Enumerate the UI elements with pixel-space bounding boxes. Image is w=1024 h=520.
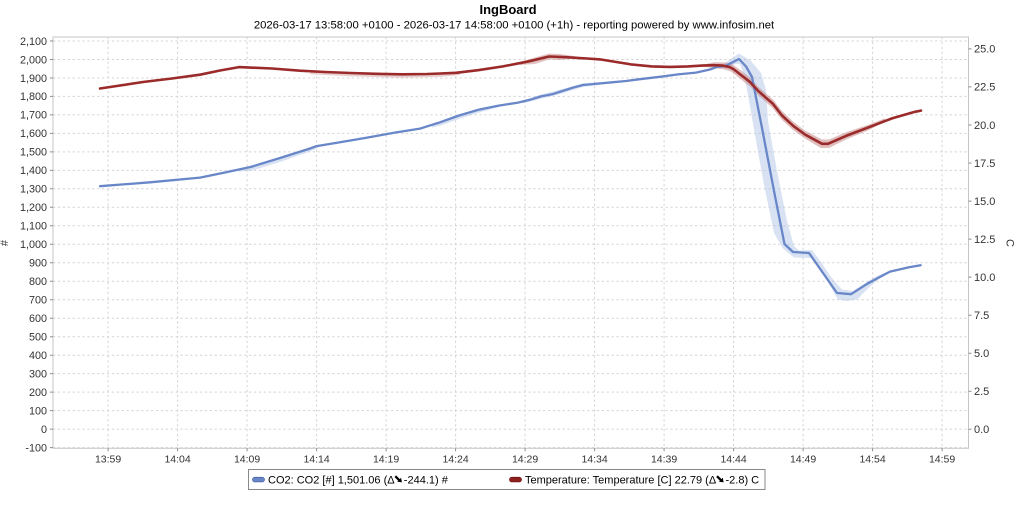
svg-text:0.0: 0.0 [974,424,989,436]
svg-text:#: # [0,239,11,246]
svg-text:1,200: 1,200 [20,202,47,214]
svg-text:14:04: 14:04 [164,454,190,466]
svg-text:15.0: 15.0 [974,196,995,208]
svg-text:1,000: 1,000 [20,239,47,251]
svg-text:200: 200 [29,387,47,399]
svg-text:14:54: 14:54 [859,454,885,466]
svg-text:14:29: 14:29 [512,454,538,466]
svg-text:400: 400 [29,350,47,362]
svg-text:5.0: 5.0 [974,348,989,360]
svg-text:25.0: 25.0 [974,44,995,56]
svg-text:IngBoard: IngBoard [479,2,536,17]
svg-text:2.5: 2.5 [974,386,989,398]
svg-text:14:59: 14:59 [929,454,955,466]
svg-text:13:59: 13:59 [95,454,121,466]
svg-text:100: 100 [29,405,47,417]
svg-text:1,300: 1,300 [20,184,47,196]
svg-text:300: 300 [29,368,47,380]
svg-text:700: 700 [29,295,47,307]
svg-text:1,100: 1,100 [20,221,47,233]
svg-text:500: 500 [29,332,47,344]
svg-text:C: C [1004,239,1016,247]
svg-text:2,100: 2,100 [20,36,47,48]
svg-text:1,600: 1,600 [20,128,47,140]
svg-text:7.5: 7.5 [974,310,989,322]
svg-text:14:49: 14:49 [790,454,816,466]
svg-text:14:34: 14:34 [581,454,607,466]
svg-text:2,000: 2,000 [20,54,47,66]
svg-text:CO2: CO2 [#] 1,501.06 (Δ: CO2: CO2 [#] 1,501.06 (Δ [268,475,395,487]
svg-text:800: 800 [29,276,47,288]
svg-text:0: 0 [41,424,47,436]
svg-text:14:14: 14:14 [303,454,329,466]
svg-text:14:19: 14:19 [373,454,399,466]
svg-text:2026-03-17 13:58:00 +0100 - 20: 2026-03-17 13:58:00 +0100 - 2026-03-17 1… [254,20,775,32]
svg-text:1,500: 1,500 [20,147,47,159]
svg-text:10.0: 10.0 [974,272,995,284]
svg-text:Temperature: Temperature [C] 2: Temperature: Temperature [C] 22.79 (Δ [525,475,717,487]
svg-text:14:24: 14:24 [442,454,468,466]
svg-text:17.5: 17.5 [974,158,995,170]
svg-text:22.5: 22.5 [974,82,995,94]
svg-text:-2.8) C: -2.8) C [726,475,760,487]
svg-text:900: 900 [29,258,47,270]
svg-text:-244.1) #: -244.1) # [404,475,449,487]
svg-text:14:09: 14:09 [234,454,260,466]
svg-text:1,900: 1,900 [20,73,47,85]
svg-text:14:44: 14:44 [720,454,746,466]
svg-text:-100: -100 [25,442,47,454]
svg-text:600: 600 [29,313,47,325]
svg-text:1,800: 1,800 [20,91,47,103]
svg-text:12.5: 12.5 [974,234,995,246]
svg-text:1,400: 1,400 [20,165,47,177]
svg-text:1,700: 1,700 [20,110,47,122]
svg-text:14:39: 14:39 [651,454,677,466]
svg-text:20.0: 20.0 [974,120,995,132]
